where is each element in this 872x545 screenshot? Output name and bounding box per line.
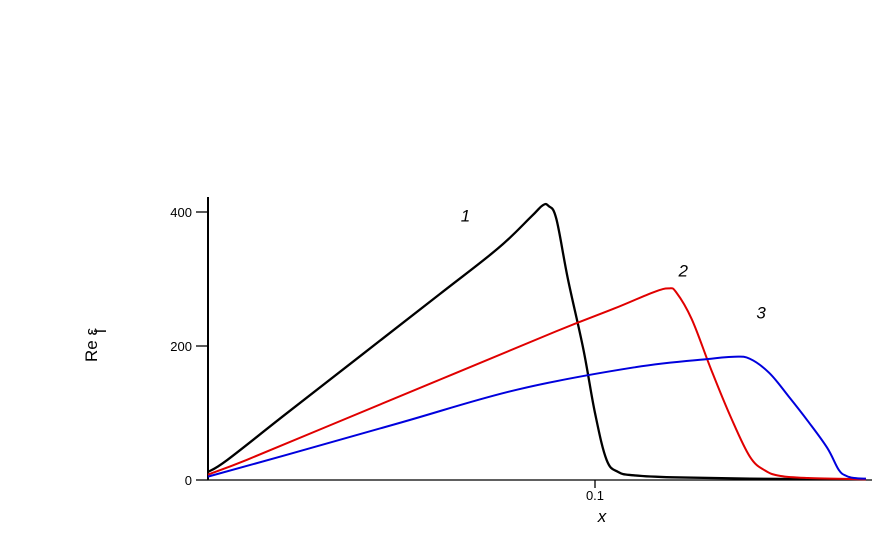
ticks: 0 200 400 0.1	[170, 205, 604, 503]
series-label-2: 2	[678, 261, 689, 280]
series-label-1: 1	[461, 206, 470, 225]
x-axis-label: x	[597, 507, 607, 526]
y-tick-label: 400	[170, 205, 192, 220]
axes	[207, 197, 872, 481]
y-tick-label: 0	[185, 473, 192, 488]
y-axis-label: Re ε	[82, 328, 101, 362]
y-axis-label-subscript: l	[91, 329, 110, 333]
series-line-3	[207, 355, 866, 480]
x-tick-label: 0.1	[586, 488, 604, 503]
series-label-3: 3	[756, 304, 766, 323]
y-axis-label-group: Re ε l	[82, 328, 110, 362]
y-tick-label: 200	[170, 339, 192, 354]
labels: x Re ε l	[82, 328, 607, 526]
series-line-2	[207, 287, 866, 481]
series-line-1	[207, 202, 866, 481]
series-group: 1 2 3	[207, 202, 866, 481]
